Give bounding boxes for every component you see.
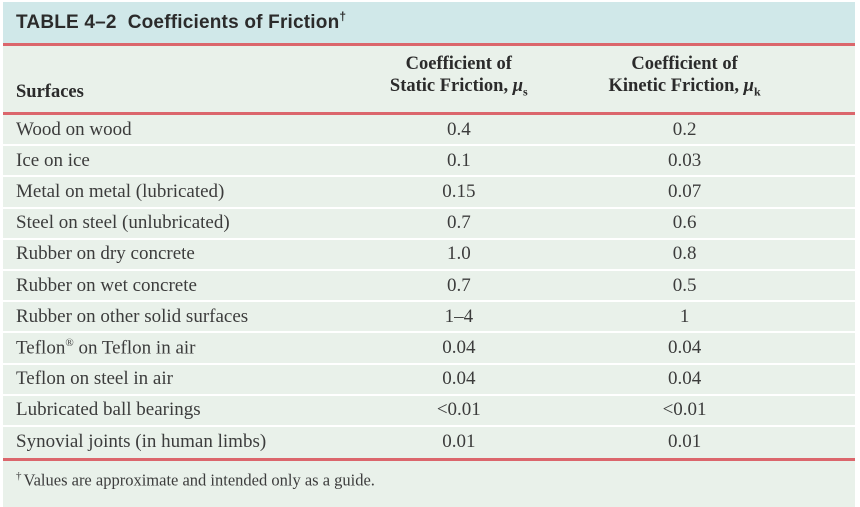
mu-symbol: μ: [512, 76, 524, 97]
table-body: Wood on wood 0.4 0.2 Ice on ice 0.1 0.03 Metal…: [3, 115, 855, 459]
table-title-bar: TABLE 4–2 Coefficients of Friction†: [3, 2, 855, 43]
static-value-cell: 1.0: [446, 243, 471, 265]
kinetic-value-cell: 0.04: [667, 336, 702, 358]
surface-cell: Lubricated ball bearings: [16, 399, 201, 421]
table-row: Metal on metal (lubricated) 0.15 0.07: [3, 177, 855, 209]
mu-symbol: μ: [743, 76, 754, 97]
kinetic-header-line1: Coefficient of: [631, 54, 738, 75]
footnote-text: Values are approximate and intended only…: [23, 470, 375, 490]
registered-trademark-mark: ®: [65, 336, 74, 349]
kinetic-header-line2: Kinetic Friction, μk: [574, 75, 796, 103]
kinetic-value-cell: <0.01: [662, 399, 707, 421]
table-row: Lubricated ball bearings <0.01 <0.01: [3, 396, 855, 427]
static-value-cell: 0.01: [442, 431, 476, 453]
surface-cell: Synovial joints (in human limbs): [16, 431, 267, 453]
static-value-cell: 0.7: [446, 274, 471, 296]
table-row: Wood on wood 0.4 0.2: [3, 115, 855, 147]
dagger-mark: †: [339, 9, 347, 24]
table-row: Teflon on steel in air 0.04 0.04: [3, 365, 855, 396]
kinetic-value-cell: 0.07: [667, 180, 702, 202]
footnote-dagger: †: [16, 470, 22, 483]
friction-table-panel: TABLE 4–2 Coefficients of Friction† Surf…: [3, 2, 855, 507]
table-row: Rubber on dry concrete 1.0 0.8: [3, 240, 855, 271]
static-value-cell: 0.7: [446, 212, 471, 234]
table-row: Rubber on wet concrete 0.7 0.5: [3, 271, 855, 303]
surface-cell: Ice on ice: [16, 149, 90, 171]
column-header-static-friction: Coefficient of Static Friction, μs: [344, 53, 574, 103]
kinetic-header-label: Kinetic Friction,: [608, 76, 744, 97]
table-row: Rubber on other solid surfaces 1–4 1: [3, 302, 855, 334]
surface-cell: Rubber on other solid surfaces: [16, 305, 249, 327]
kinetic-value-cell: 0.5: [672, 274, 697, 296]
mu-subscript-k: k: [753, 85, 761, 99]
divider-bottom: [3, 458, 855, 462]
surface-cell: Wood on wood: [16, 118, 132, 140]
kinetic-value-cell: 0.8: [672, 243, 697, 265]
table-footnote: † Values are approximate and intended onl…: [3, 461, 855, 507]
table-title-text: Coefficients of Friction: [127, 11, 340, 33]
kinetic-value-cell: 0.01: [667, 431, 702, 453]
divider-header: [3, 112, 855, 115]
surface-cell: Rubber on wet concrete: [16, 274, 197, 296]
surface-cell: Steel on steel (unlubricated): [16, 212, 230, 234]
kinetic-value-cell: 0.2: [672, 118, 697, 140]
static-value-cell: <0.01: [436, 399, 481, 421]
surface-cell: Teflon on steel in air: [16, 368, 173, 390]
static-value-cell: 0.1: [446, 149, 471, 171]
kinetic-value-cell: 0.03: [667, 149, 702, 171]
kinetic-value-cell: 0.04: [667, 368, 702, 390]
static-value-cell: 0.15: [442, 180, 476, 202]
static-value-cell: 1–4: [444, 305, 474, 327]
table-header-row: Surfaces Coefficient of Static Friction,…: [3, 46, 855, 112]
column-header-kinetic-friction: Coefficient of Kinetic Friction, μk: [574, 53, 796, 103]
table-title: Coefficients of Friction†: [127, 9, 347, 34]
static-value-cell: 0.04: [442, 368, 476, 390]
surface-cell: Rubber on dry concrete: [16, 243, 195, 265]
surface-cell: Teflon® on Teflon in air: [16, 336, 196, 359]
static-header-line2: Static Friction, μs: [344, 75, 574, 103]
static-header-label: Static Friction,: [389, 76, 513, 97]
surface-cell: Metal on metal (lubricated): [16, 180, 225, 202]
table-row: Steel on steel (unlubricated) 0.7 0.6: [3, 209, 855, 240]
kinetic-value-cell: 1: [679, 305, 690, 327]
static-header-line1: Coefficient of: [405, 54, 512, 75]
table-row: Teflon® on Teflon in air 0.04 0.04: [3, 333, 855, 365]
table-row: Ice on ice 0.1 0.03: [3, 146, 855, 178]
static-value-cell: 0.4: [446, 118, 471, 140]
table-number: TABLE 4–2: [16, 11, 117, 33]
table-row: Synovial joints (in human limbs) 0.01 0.01: [3, 427, 855, 458]
static-value-cell: 0.04: [442, 336, 476, 358]
kinetic-value-cell: 0.6: [672, 212, 697, 234]
column-header-surfaces: Surfaces: [16, 82, 84, 102]
mu-subscript-s: s: [523, 85, 528, 99]
divider-top: [3, 43, 855, 46]
